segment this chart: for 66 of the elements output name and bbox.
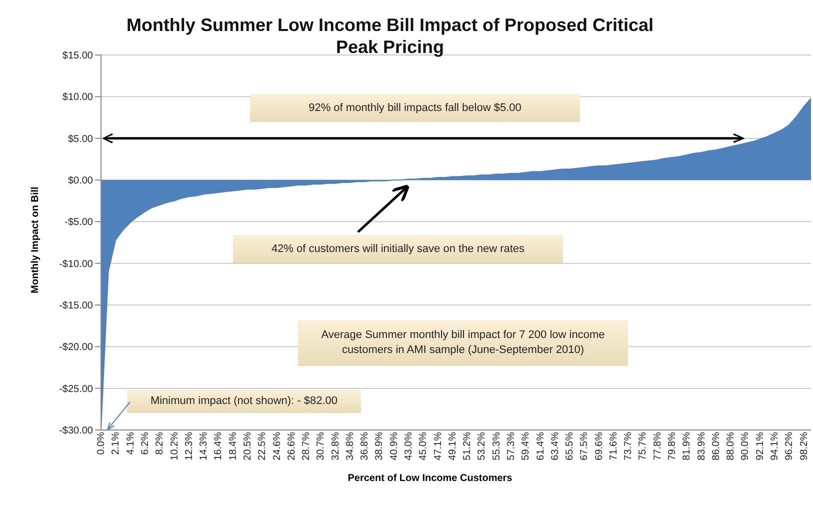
x-tick-label: 57.3% [506,432,517,460]
x-tick-label: 12.3% [184,432,195,460]
x-tick-label: 67.5% [579,432,590,460]
x-tick-label: 32.8% [330,432,342,460]
x-tick-label: 36.8% [360,432,371,460]
x-tick-label: 14.3% [198,432,210,460]
x-tick-label: 43.0% [404,432,415,460]
y-tick-label: $15.00 [62,50,94,62]
x-tick-label: 71.6% [608,432,620,460]
x-tick-label: 47.1% [432,432,444,460]
x-axis-title: Percent of Low Income Customers [346,473,514,484]
y-tick-label: $0.00 [68,176,94,187]
x-tick-label: 79.8% [667,432,678,460]
x-tick-label: 53.2% [476,432,488,460]
x-tick-label: 94.1% [770,432,780,460]
x-tick-label: 45.0% [418,432,430,460]
x-tick-label: 20.5% [242,432,254,460]
x-tick-label: 28.7% [301,432,312,460]
callout-box: Minimum impact (not shown): - $82.00 [127,390,361,413]
x-tick-label: 63.4% [550,432,561,460]
x-tick-label: 8.2% [154,432,166,455]
x-tick-label: 40.9% [388,432,400,460]
x-tick-label: 30.7% [316,432,327,460]
y-tick-label: -$10.00 [59,258,94,270]
x-tick-label: 75.7% [638,432,649,460]
x-tick-label: 81.9% [682,432,693,460]
x-tick-label: 88.0% [726,432,737,460]
x-tick-label: 18.4% [228,432,239,460]
y-tick-label: -$25.00 [59,384,94,395]
x-tick-label: 83.9% [696,432,708,460]
x-tick-label: 4.1% [125,432,136,455]
x-tick-label: 2.1% [110,432,122,455]
x-tick-label: 22.5% [257,432,268,460]
x-tick-label: 26.6% [286,432,298,460]
x-tick-label: 59.4% [520,432,532,460]
x-tick-label: 92.1% [754,432,766,460]
x-tick-label: 73.7% [623,432,634,460]
x-tick-label: 90.0% [740,432,752,460]
x-tick-label: 86.0% [710,432,722,460]
x-tick-label: 69.6% [594,432,605,460]
x-tick-label: 77.8% [652,432,664,460]
y-tick-label: -$20.00 [59,342,94,354]
x-tick-label: 51.2% [462,432,474,460]
callout-box: 92% of monthly bill impacts fall below $5.00 [250,94,580,122]
x-tick-label: 34.8% [344,432,356,460]
chart-title: Monthly Summer Low Income Bill Impact of Proposed Critical Peak Pricing [125,14,655,58]
x-tick-label: 6.2% [140,432,152,455]
x-tick-label: 65.5% [564,432,576,460]
y-tick-label: -$5.00 [64,217,94,228]
x-tick-label: 61.4% [535,432,546,460]
x-tick-label: 38.9% [374,432,386,460]
callout-box: 42% of customers will initially save on the new rates [233,235,563,263]
x-tick-label: 16.4% [213,432,224,460]
x-tick-label: 96.2% [784,432,796,460]
y-tick-label: $10.00 [62,92,94,104]
y-tick-label: -$15.00 [59,300,94,312]
callout-box: Average Summer monthly bill impact for 7 200 low income customers in AMI sample (June-September 2010) [298,320,628,366]
x-tick-label: 24.6% [272,432,283,460]
x-tick-label: 98.2% [798,432,810,460]
y-axis-title: Monthly Impact on Bill [29,186,42,296]
y-tick-label: -$30.00 [59,426,94,437]
y-tick-label: $5.00 [68,134,94,145]
x-tick-label: 10.2% [169,432,180,460]
x-tick-label: 55.3% [491,432,502,460]
x-tick-label: 49.1% [447,432,458,460]
x-tick-label: 0.0% [96,432,108,455]
